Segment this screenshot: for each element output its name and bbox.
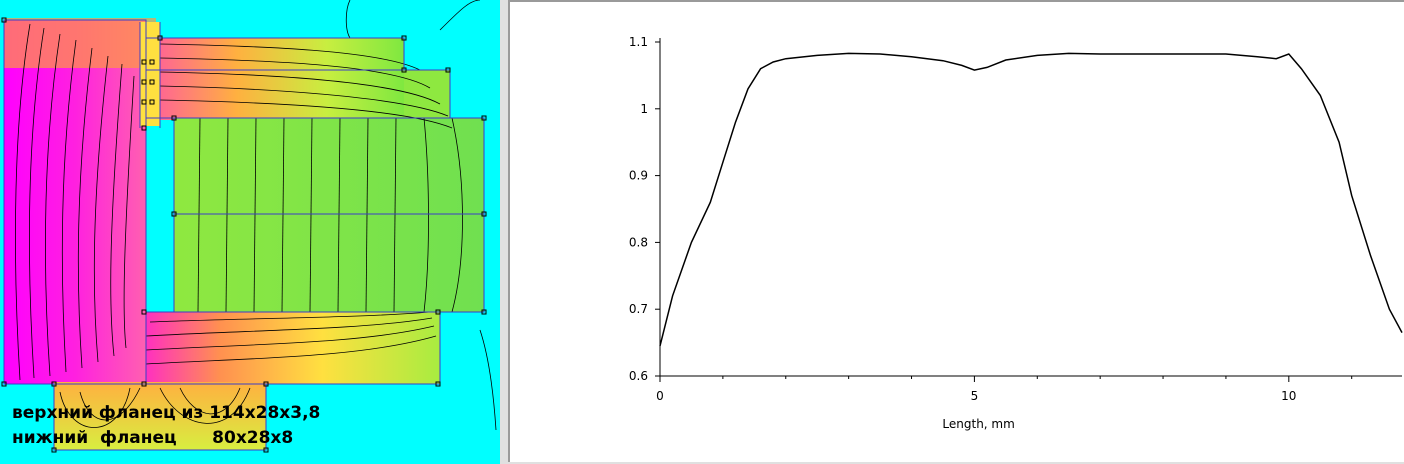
lower-flange-region xyxy=(146,312,440,384)
panel-divider[interactable] xyxy=(500,0,508,464)
y-tick-label: 0.9 xyxy=(629,169,648,183)
geometry-outlines xyxy=(3,19,485,451)
series-line xyxy=(659,52,1403,347)
field-simulation-view[interactable]: верхний фланец из 114x28x3,8 нижний флан… xyxy=(0,0,500,464)
left-pole-region xyxy=(4,20,146,384)
upper-flange-tip xyxy=(404,70,450,118)
y-tick-label: 0.6 xyxy=(629,369,648,383)
y-tick-label: 1 xyxy=(640,102,648,116)
x-tick-label: 10 xyxy=(1281,389,1296,403)
chart-labels: 0.6 0.7 0.8 0.9 1 1.1 0 5 10 Length, mm xyxy=(629,35,1297,431)
chart-series xyxy=(659,52,1403,347)
y-tick-label: 0.8 xyxy=(629,235,648,249)
caption-lower-flange: нижний фланец 80x28x8 xyxy=(12,428,294,448)
magnet-region xyxy=(174,118,484,312)
line-chart: 0.6 0.7 0.8 0.9 1 1.1 0 5 10 Length, mm xyxy=(629,35,1403,431)
x-tick-label: 0 xyxy=(656,389,664,403)
chart-axes xyxy=(655,38,1402,382)
x-tick-label: 5 xyxy=(971,389,979,403)
caption-upper-flange: верхний фланец из 114x28x3,8 xyxy=(12,403,321,423)
upper-flange-region xyxy=(146,38,404,120)
field-map-canvas xyxy=(1,0,497,453)
flux-lines xyxy=(15,0,497,431)
y-tick-label: 1.1 xyxy=(629,35,648,49)
x-axis-title: Length, mm xyxy=(942,417,1014,431)
line-chart-panel[interactable]: 0.6 0.7 0.8 0.9 1 1.1 0 5 10 Length, mm xyxy=(508,0,1404,462)
mesh-nodes xyxy=(1,17,487,453)
air-gap xyxy=(146,128,174,312)
y-tick-label: 0.7 xyxy=(629,302,648,316)
